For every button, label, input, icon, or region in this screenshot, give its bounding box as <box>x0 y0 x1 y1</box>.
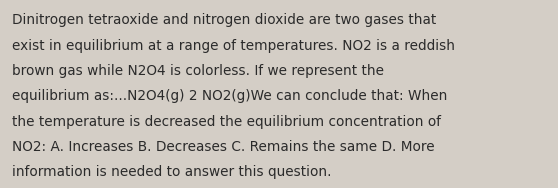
Text: equilibrium as:...N2O4(g) 2 NO2(g)We can conclude that: When: equilibrium as:...N2O4(g) 2 NO2(g)We can… <box>12 89 448 103</box>
Text: NO2: A. Increases B. Decreases C. Remains the same D. More: NO2: A. Increases B. Decreases C. Remain… <box>12 140 435 154</box>
Text: brown gas while N2O4 is colorless. If we represent the: brown gas while N2O4 is colorless. If we… <box>12 64 384 78</box>
Text: Dinitrogen tetraoxide and nitrogen dioxide are two gases that: Dinitrogen tetraoxide and nitrogen dioxi… <box>12 13 436 27</box>
Text: exist in equilibrium at a range of temperatures. NO2 is a reddish: exist in equilibrium at a range of tempe… <box>12 39 455 52</box>
Text: the temperature is decreased the equilibrium concentration of: the temperature is decreased the equilib… <box>12 115 441 129</box>
Text: information is needed to answer this question.: information is needed to answer this que… <box>12 165 332 179</box>
